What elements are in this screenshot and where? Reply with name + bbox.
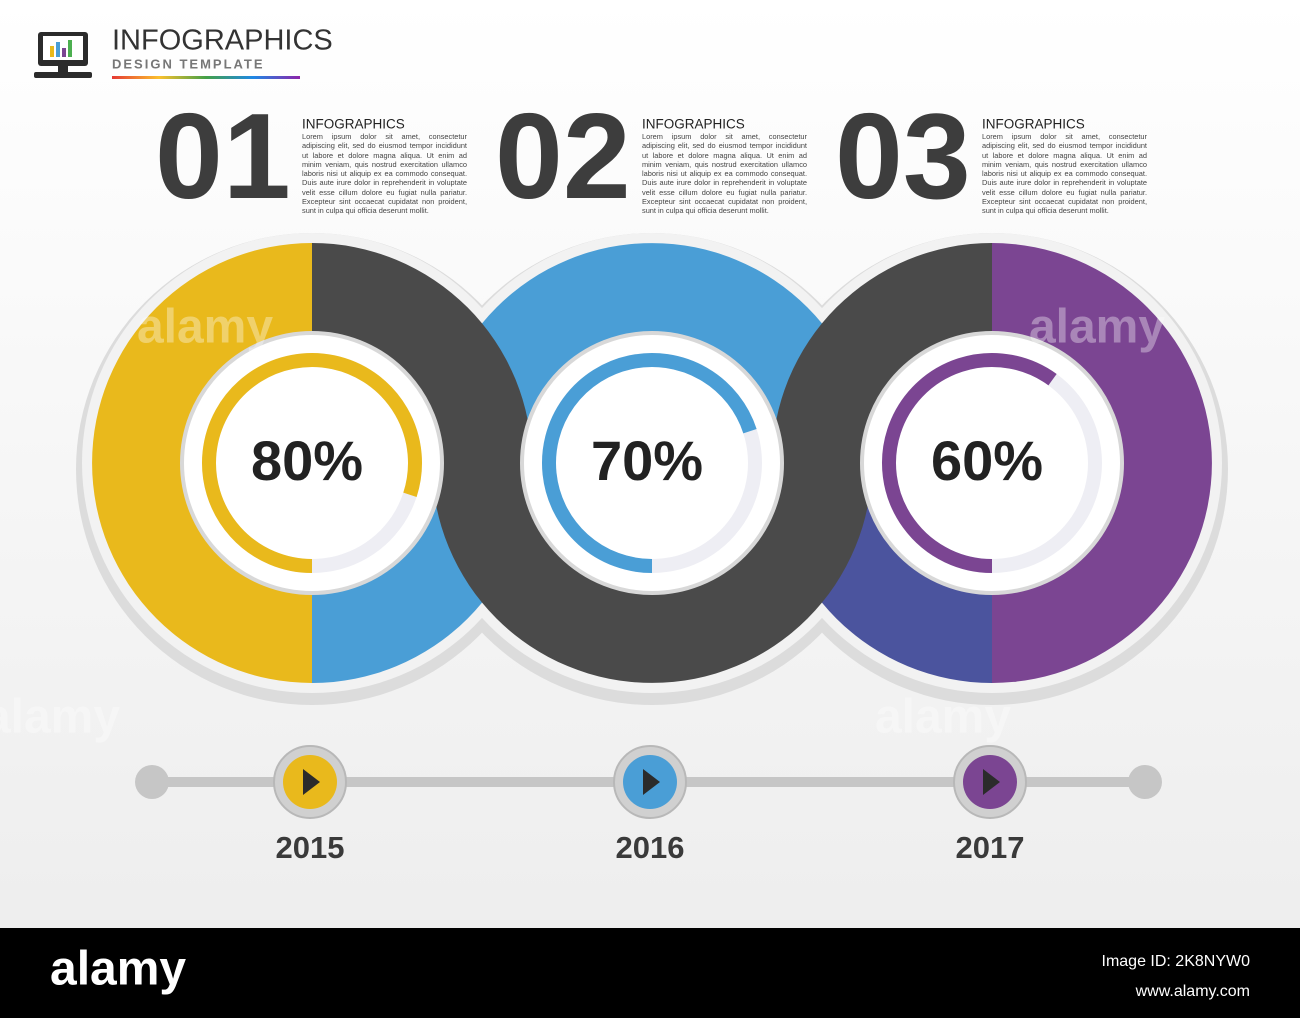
percent-label: 80% bbox=[251, 429, 363, 492]
ring-segment bbox=[432, 243, 872, 463]
footer-url: www.alamy.com bbox=[1135, 983, 1250, 1000]
year-label: 2017 bbox=[956, 830, 1025, 865]
footer-image-id: Image ID: 2K8NYW0 bbox=[1102, 953, 1251, 970]
rainbow-rule bbox=[112, 76, 300, 79]
percent-label: 60% bbox=[931, 429, 1043, 492]
inner-disc bbox=[180, 331, 444, 595]
step-text: Lorem ipsum dolor sit amet, consectetur … bbox=[302, 132, 467, 216]
percent-label: 70% bbox=[591, 429, 703, 492]
step-title: INFOGRAPHICS bbox=[642, 117, 745, 132]
watermark: alamy bbox=[0, 691, 120, 744]
header-title: INFOGRAPHICS bbox=[112, 25, 333, 57]
year-label: 2016 bbox=[616, 830, 685, 865]
step-title: INFOGRAPHICS bbox=[982, 117, 1085, 132]
step-number: 03 bbox=[835, 88, 971, 224]
play-icon bbox=[983, 769, 1000, 795]
step-text: Lorem ipsum dolor sit amet, consectetur … bbox=[642, 132, 807, 216]
footer-bar bbox=[0, 928, 1300, 1018]
progress-arc bbox=[882, 353, 1057, 573]
ring-segment bbox=[312, 243, 532, 463]
step-title: INFOGRAPHICS bbox=[302, 117, 405, 132]
watermark: alamy bbox=[1029, 301, 1165, 354]
inner-disc bbox=[520, 331, 784, 595]
ring-segment bbox=[992, 243, 1212, 683]
ring-segment bbox=[92, 243, 312, 683]
watermark: alamy bbox=[875, 691, 1011, 744]
header-subtitle: DESIGN TEMPLATE bbox=[112, 56, 265, 71]
timeline-end bbox=[1128, 765, 1162, 799]
ring-segment bbox=[432, 463, 872, 683]
timeline-end bbox=[135, 765, 169, 799]
monitor-icon bbox=[34, 32, 92, 78]
progress-arc bbox=[542, 353, 757, 573]
progress-arc bbox=[202, 353, 422, 573]
play-icon bbox=[643, 769, 660, 795]
watermark: alamy bbox=[137, 301, 273, 354]
step-number: 01 bbox=[155, 88, 291, 224]
footer-brand: alamy bbox=[50, 943, 186, 996]
year-label: 2015 bbox=[276, 830, 345, 865]
play-icon bbox=[303, 769, 320, 795]
ring-segment bbox=[772, 243, 992, 463]
step-number: 02 bbox=[495, 88, 631, 224]
inner-disc bbox=[860, 331, 1124, 595]
step-text: Lorem ipsum dolor sit amet, consectetur … bbox=[982, 132, 1147, 216]
